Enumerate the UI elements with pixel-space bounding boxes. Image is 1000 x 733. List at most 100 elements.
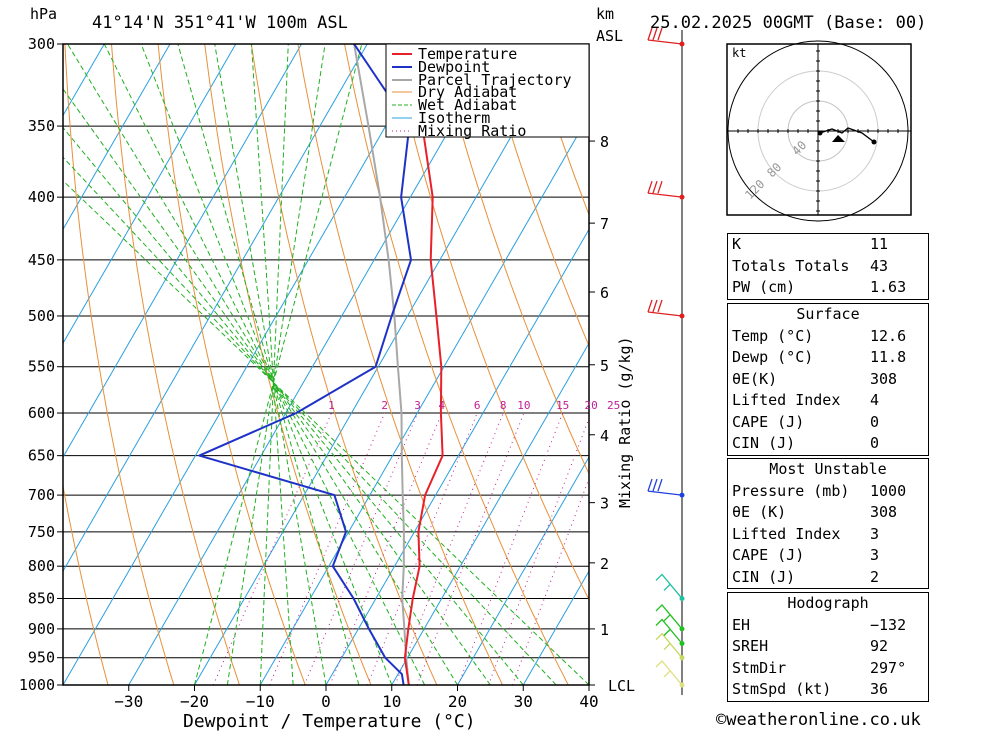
mu-li-label: Lifted Index xyxy=(732,524,841,543)
pressure-tick-label: 500 xyxy=(28,307,55,325)
wet-adiabat-line xyxy=(251,44,294,685)
surface-temp-value: 12.6 xyxy=(870,326,907,345)
copyright-text: ©weatheronline.co.uk xyxy=(716,710,921,730)
mixing-ratio-label: 15 xyxy=(556,399,569,412)
wet-adiabat-line xyxy=(194,44,363,685)
isotherm-line xyxy=(522,570,589,685)
legend-dry-adiabat: Dry Adiabat xyxy=(418,83,517,101)
hodograph-unit-label: kt xyxy=(732,46,746,60)
mixing-ratio-line xyxy=(212,412,332,685)
km-tick-label: 3 xyxy=(600,495,609,513)
wind-barb xyxy=(647,27,683,45)
km-tick-label: 4 xyxy=(600,427,609,445)
mixing-ratio-line xyxy=(269,412,386,685)
tt-value: 43 xyxy=(870,256,889,275)
isotherm-line xyxy=(128,44,500,685)
eh-label: EH xyxy=(732,615,751,634)
mixing-ratio-label: 4 xyxy=(439,399,446,412)
legend-wet-adiabat: Wet Adiabat xyxy=(418,96,517,114)
pressure-tick-label: 1000 xyxy=(19,676,55,694)
x-axis-title: Dewpoint / Temperature (°C) xyxy=(183,711,476,732)
pressure-tick-label: 650 xyxy=(28,447,55,465)
wind-barb xyxy=(655,660,683,686)
wet-adiabat-line xyxy=(259,44,289,685)
wind-barb xyxy=(655,632,683,659)
dry-adiabat-line xyxy=(437,44,589,475)
wind-barb xyxy=(655,573,683,599)
stmdir-label: StmDir xyxy=(732,658,787,677)
hodograph-start-point xyxy=(817,130,823,136)
wet-adiabat-line xyxy=(214,44,327,685)
mu-title: Most Unstable xyxy=(769,460,887,478)
mu-cape-label: CAPE (J) xyxy=(732,546,805,564)
mixing-ratio-line xyxy=(329,412,443,685)
isotherm-line xyxy=(457,456,589,685)
mixing-ratio-line xyxy=(512,476,589,685)
wet-adiabat-line xyxy=(226,44,326,685)
legend-dewpoint: Dewpoint xyxy=(418,58,490,76)
wind-barb xyxy=(647,180,683,198)
tt-label: Totals Totals xyxy=(732,256,850,275)
wind-barb xyxy=(647,299,683,317)
km-tick-label: 5 xyxy=(600,357,609,375)
sreh-label: SREH xyxy=(732,637,769,655)
legend-isotherm: Isotherm xyxy=(418,109,490,127)
wet-adiabat-line xyxy=(63,156,557,685)
surface-temp-label: Temp (°C) xyxy=(732,326,814,345)
pressure-tick-label: 750 xyxy=(28,523,55,541)
stmspd-value: 36 xyxy=(870,680,889,698)
wind-barb xyxy=(647,478,683,496)
pressure-tick-label: 600 xyxy=(28,404,55,422)
dry-adiabat-line xyxy=(250,44,438,685)
pressure-tick-label: 550 xyxy=(28,358,55,376)
mixing-ratio-label: 1 xyxy=(328,399,335,412)
indices-panel: K 11 Totals Totals 43 PW (cm) 1.63 xyxy=(727,233,929,300)
mu-thetae-value: 308 xyxy=(870,503,898,521)
isotherm-line xyxy=(63,44,171,231)
legend: Temperature Dewpoint Parcel Trajectory D… xyxy=(385,43,590,140)
mu-cin-value: 2 xyxy=(870,567,880,586)
plot-frame xyxy=(62,43,590,686)
mu-pressure-value: 1000 xyxy=(870,481,907,500)
km-tick-label: 8 xyxy=(600,133,609,151)
temperature-line xyxy=(403,44,444,685)
isotherm-line xyxy=(259,114,589,685)
surface-cape-label: CAPE (J) xyxy=(732,412,805,431)
k-label: K xyxy=(732,235,742,253)
isotherm-line xyxy=(194,44,565,685)
pw-label: PW (cm) xyxy=(732,278,796,296)
most-unstable-panel: Most Unstable Pressure (mb) 1000 θE (K) 30… xyxy=(727,458,929,589)
hodo-title: Hodograph xyxy=(787,594,869,612)
legend-mixing-ratio: Mixing Ratio xyxy=(418,122,526,140)
pressure-tick-label: 900 xyxy=(28,620,55,638)
hodograph-trace xyxy=(819,127,875,143)
wet-adiabat-line xyxy=(67,44,458,685)
surface-cin-value: 0 xyxy=(870,434,880,452)
surface-thetae-label: θE(K) xyxy=(732,369,778,388)
x-tick-label: −10 xyxy=(246,692,275,711)
wet-adiabat-line xyxy=(140,44,393,685)
pressure-tick-label: 300 xyxy=(28,35,55,53)
stmspd-label: StmSpd (kt) xyxy=(732,680,832,698)
dry-adiabat-line xyxy=(64,44,175,685)
mixing-ratio-label: 3 xyxy=(414,399,421,412)
eh-value: −132 xyxy=(870,615,907,634)
x-tick-label: 10 xyxy=(382,692,401,711)
legend-temperature: Temperature xyxy=(418,45,517,63)
location-title: 41°14'N 351°41'W 100m ASL xyxy=(92,13,348,33)
x-tick-label: 0 xyxy=(321,692,331,711)
mixing-ratio-axis-title: Mixing Ratio (g/kg) xyxy=(616,336,634,508)
legend-parcel: Parcel Trajectory xyxy=(418,71,572,89)
mixing-ratio-line xyxy=(488,417,589,685)
isotherm-line xyxy=(63,44,237,345)
x-tick-label: −30 xyxy=(114,692,143,711)
mixing-ratio-label: 8 xyxy=(500,399,507,412)
km-tick-label: 1 xyxy=(600,621,609,639)
k-value: 11 xyxy=(870,235,889,253)
surface-dewp-value: 11.8 xyxy=(870,348,907,366)
pw-value: 1.63 xyxy=(870,278,907,296)
storm-motion-marker xyxy=(832,135,845,142)
dewpoint-line xyxy=(198,44,412,685)
pressure-tick-label: 850 xyxy=(28,589,55,607)
dry-adiabat-line xyxy=(63,483,109,685)
